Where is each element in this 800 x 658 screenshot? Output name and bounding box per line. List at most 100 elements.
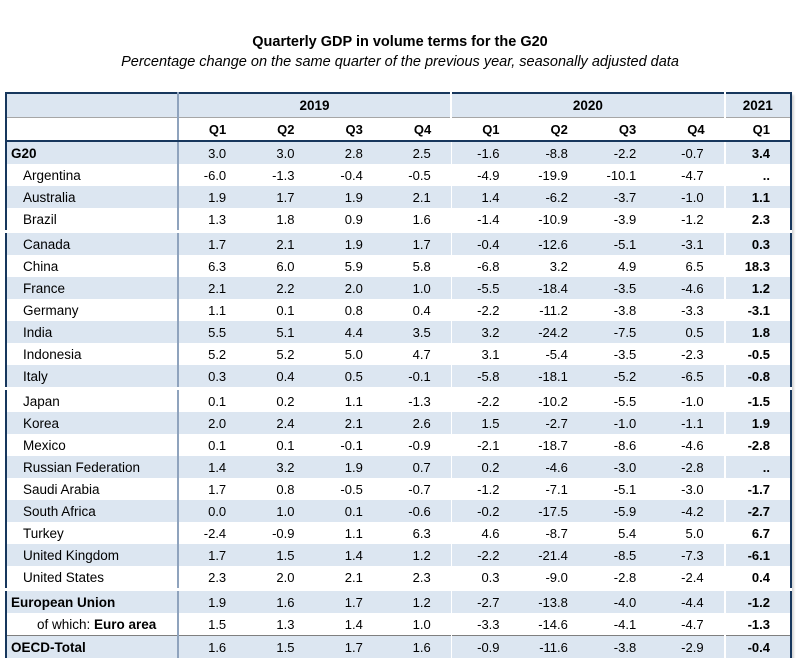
table-row: United Kingdom 1.7 1.5 1.4 1.2 -2.2 -21.4 -8.5-… xyxy=(6,544,791,566)
cell-value: -0.8 xyxy=(723,365,791,390)
row-label-text: Australia xyxy=(23,189,76,205)
cell-value: .. xyxy=(723,164,791,186)
cell-value: 1.1 xyxy=(314,522,383,544)
cell-value: 0.2 xyxy=(246,388,315,412)
row-label-text: Canada xyxy=(23,236,71,252)
cell-value: -1.3 xyxy=(246,164,315,186)
row-label-text: Argentina xyxy=(23,167,81,183)
cell-value: -13.8 xyxy=(519,589,588,613)
row-label-text: Korea xyxy=(23,415,60,431)
row-label-text: United States xyxy=(23,569,105,585)
row-label-text: Russian Federation xyxy=(23,459,141,475)
cell-value: 2.1 xyxy=(314,412,383,434)
cell-value: 5.0 xyxy=(314,343,383,365)
row-label-text: G20 xyxy=(11,145,37,161)
cell-value: 4.9 xyxy=(587,255,657,277)
cell-value: -7.5 xyxy=(587,321,657,343)
cell-value: 5.8 xyxy=(382,255,452,277)
cell-value: -2.4 xyxy=(656,566,725,591)
row-label: Russian Federation xyxy=(6,456,179,478)
cell-value: 4.7 xyxy=(382,343,452,365)
cell-value: -2.4 xyxy=(177,522,247,544)
cell-value: 1.7 xyxy=(177,478,247,500)
cell-value: 5.0 xyxy=(656,522,725,544)
cell-value: .. xyxy=(723,456,791,478)
cell-value: 1.3 xyxy=(246,613,315,636)
row-label: Brazil xyxy=(6,208,179,233)
quarter-header: Q4 xyxy=(382,117,452,142)
cell-value: 18.3 xyxy=(723,255,791,277)
cell-value: 1.4 xyxy=(314,613,383,636)
cell-value: -0.4 xyxy=(450,231,520,255)
cell-value: -4.7 xyxy=(656,613,725,636)
cell-value: -3.1 xyxy=(723,299,791,321)
cell-value: 1.7 xyxy=(177,231,247,255)
cell-value: -9.0 xyxy=(519,566,588,591)
cell-value: -0.9 xyxy=(246,522,315,544)
row-label: Japan xyxy=(6,388,179,412)
cell-value: 1.4 xyxy=(314,544,383,566)
row-label: of which: Euro area xyxy=(6,613,179,636)
cell-value: -5.1 xyxy=(587,231,657,255)
quarter-header: Q4 xyxy=(656,117,725,142)
cell-value: -8.8 xyxy=(519,141,588,164)
cell-value: 1.1 xyxy=(723,186,791,208)
cell-value: -3.9 xyxy=(587,208,657,233)
cell-value: -2.2 xyxy=(450,544,520,566)
cell-value: -1.3 xyxy=(382,388,452,412)
row-label: France xyxy=(6,277,179,299)
table-row: Turkey -2.4 -0.9 1.1 6.3 4.6 -8.7 5.4 5.0 6.7 xyxy=(6,522,791,544)
cell-value: -0.1 xyxy=(382,365,452,390)
cell-value: 3.5 xyxy=(382,321,452,343)
row-label-text: Germany xyxy=(23,302,79,318)
row-label-text: Saudi Arabia xyxy=(23,481,100,497)
cell-value: -1.2 xyxy=(450,478,520,500)
cell-value: 6.0 xyxy=(246,255,315,277)
cell-value: -2.8 xyxy=(587,566,657,591)
cell-value: 3.2 xyxy=(450,321,520,343)
row-label: Korea xyxy=(6,412,179,434)
cell-value: -2.7 xyxy=(723,500,791,522)
table-row: Mexico 0.1 0.1 -0.1 -0.9 -2.1 -18.7 -8.6 -4.6 -2.… xyxy=(6,434,791,456)
cell-value: 0.4 xyxy=(382,299,452,321)
row-label: Italy xyxy=(6,365,179,390)
table-row: G20 3.0 3.0 2.8 2.5 -1.6 -8.8 -2.2 -0.7 3.4 xyxy=(6,141,791,164)
cell-value: 1.0 xyxy=(246,500,315,522)
cell-value: -5.5 xyxy=(587,388,657,412)
cell-value: 0.1 xyxy=(177,434,247,456)
cell-value: 1.9 xyxy=(177,186,247,208)
cell-value: -11.6 xyxy=(519,635,588,658)
cell-value: -0.4 xyxy=(314,164,383,186)
cell-value: 1.6 xyxy=(382,208,452,233)
table-row: OECD-Total 1.6 1.5 1.7 1.6 -0.9 -11.6 -3.8 -2.9-… xyxy=(6,635,791,658)
cell-value: -0.5 xyxy=(723,343,791,365)
cell-value: -18.1 xyxy=(519,365,588,390)
cell-value: 5.2 xyxy=(246,343,315,365)
cell-value: 1.4 xyxy=(177,456,247,478)
cell-value: -3.0 xyxy=(587,456,657,478)
year-group-header: 2021 xyxy=(723,93,791,118)
row-label: South Africa xyxy=(6,500,179,522)
cell-value: -3.3 xyxy=(656,299,725,321)
table-row: Korea 2.0 2.4 2.1 2.6 1.5 -2.7 -1.0 -1.1 1.9 xyxy=(6,412,791,434)
cell-value: -4.4 xyxy=(656,589,725,613)
row-label-text: South Africa xyxy=(23,503,96,519)
cell-value: -3.3 xyxy=(450,613,520,636)
cell-value: -2.2 xyxy=(450,388,520,412)
cell-value: 1.4 xyxy=(450,186,520,208)
table-row: European Union 1.9 1.6 1.7 1.2 -2.7 -13.8 -4.0-… xyxy=(6,589,791,613)
cell-value: 1.7 xyxy=(382,231,452,255)
row-label: OECD-Total xyxy=(6,635,179,658)
row-label: United States xyxy=(6,566,179,591)
cell-value: -0.5 xyxy=(314,478,383,500)
gdp-table: 2019 2020 2021 Q1 Q2 Q3 Q4 Q1 Q2 Q3 Q4 Q1 G20 3.0 3.… xyxy=(5,92,792,658)
cell-value: -0.5 xyxy=(382,164,452,186)
cell-value: 1.5 xyxy=(246,544,315,566)
table-row: Germany 1.1 0.1 0.8 0.4 -2.2 -11.2 -3.8 -3.3 -3.1 xyxy=(6,299,791,321)
cell-value: -1.0 xyxy=(656,388,725,412)
cell-value: 2.3 xyxy=(177,566,247,591)
table-row: Saudi Arabia 1.7 0.8 -0.5 -0.7 -1.2 -7.1 -5.1 -3… xyxy=(6,478,791,500)
cell-value: -5.1 xyxy=(587,478,657,500)
table-row: United States 2.3 2.0 2.1 2.3 0.3 -9.0 -2.8 -2.4… xyxy=(6,566,791,591)
cell-value: -19.9 xyxy=(519,164,588,186)
